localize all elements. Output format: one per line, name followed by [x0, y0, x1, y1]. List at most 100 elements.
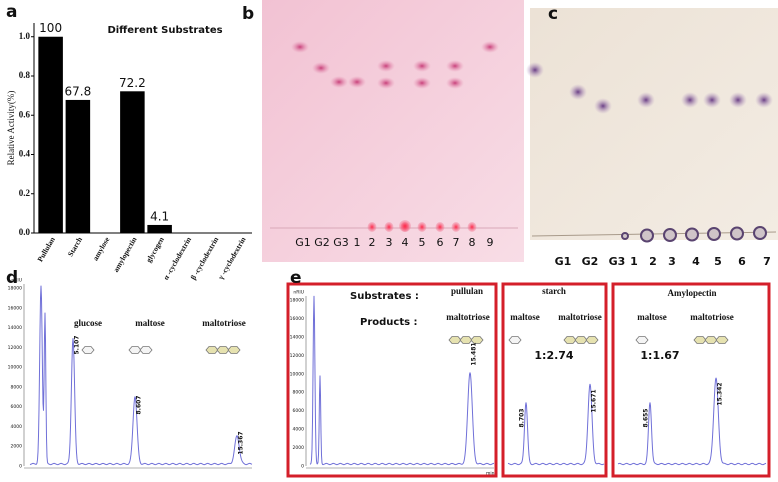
peak-label: 15.342 — [717, 382, 724, 405]
spot — [413, 77, 431, 89]
sugar-ring — [574, 336, 588, 344]
peak-label: 8.655 — [643, 409, 650, 428]
peak-label: 15.481 — [471, 342, 478, 365]
sugar-ring — [81, 346, 95, 354]
product-name: maltose — [510, 312, 540, 322]
value-label: 4.1 — [150, 209, 169, 223]
spot — [703, 92, 721, 108]
sugar-ring — [693, 336, 707, 344]
product-name: maltotriose — [690, 312, 733, 322]
sugar-ring — [128, 346, 142, 354]
group-box — [611, 282, 771, 478]
bar — [38, 36, 63, 234]
lane-label: G2 — [314, 236, 330, 249]
spot — [637, 92, 655, 108]
product-name: maltotriose — [446, 312, 489, 322]
y-tick-label: 6000 — [11, 404, 23, 410]
x-tick-label: α -cyclodextrin — [161, 235, 193, 282]
bar — [120, 91, 145, 233]
lane-label: 2 — [369, 236, 376, 249]
sugar-ring — [139, 346, 153, 354]
y-tick-label: 18000 — [290, 298, 304, 304]
sugar-ring — [508, 336, 522, 344]
peak-label: 8.703 — [519, 409, 526, 428]
group-box — [501, 282, 608, 478]
y-tick-label: 14000 — [290, 334, 304, 340]
y-tick-label: 14000 — [8, 325, 22, 331]
y-tick-label: 16000 — [290, 316, 304, 322]
origin-ring — [640, 228, 654, 243]
y-tick-label: 12000 — [290, 353, 304, 359]
peak-label: 5.107 — [74, 336, 81, 355]
spot — [413, 60, 431, 72]
x-tick-label: glycogen — [144, 235, 166, 264]
lane-label: G2 — [582, 255, 599, 268]
peak-label: 8.607 — [136, 396, 143, 415]
lane-label: 1 — [630, 255, 638, 268]
sugar-ring — [635, 336, 649, 344]
y-tick-label: 0.2 — [19, 188, 31, 198]
y-unit: nRIU — [293, 290, 304, 296]
panel-label: e — [290, 268, 302, 288]
compound-name: maltotriose — [202, 318, 245, 328]
x-tick-label: Starch — [66, 235, 85, 259]
lane-label: 2 — [649, 255, 657, 268]
lane-label: G3 — [609, 255, 626, 268]
y-tick-label: 2000 — [293, 445, 305, 451]
y-tick-label: 4000 — [293, 427, 305, 433]
trace — [309, 295, 494, 466]
y-tick-label: 8000 — [11, 384, 23, 390]
lane-label: 1 — [354, 236, 361, 249]
chart-title: Different Substrates — [107, 25, 222, 36]
spot — [348, 76, 366, 88]
origin-spot — [367, 222, 377, 232]
compound-name: glucose — [74, 318, 102, 328]
origin-spot — [435, 222, 445, 232]
origin-spot — [451, 222, 461, 232]
compound-name: maltose — [135, 318, 165, 328]
lane-label: G1 — [555, 255, 572, 268]
y-tick-label: 2000 — [11, 444, 23, 450]
y-tick-label: 1.0 — [19, 31, 31, 41]
sugar-ring — [470, 336, 484, 344]
lane-label: 5 — [714, 255, 722, 268]
product-name: maltose — [637, 312, 667, 322]
trace — [29, 285, 253, 466]
x-tick-label: γ -cyclodextrin — [216, 235, 248, 282]
origin-spot — [417, 222, 427, 232]
lane-label: G3 — [333, 236, 349, 249]
bar — [147, 224, 172, 233]
spot — [377, 60, 395, 72]
bar — [65, 99, 91, 234]
spot — [569, 84, 587, 100]
panel-label: a — [6, 2, 17, 22]
origin-ring — [685, 227, 699, 242]
lane-label: 6 — [738, 255, 746, 268]
trace — [617, 377, 767, 466]
sugar-ring — [704, 336, 718, 344]
y-tick-label: 0.6 — [19, 109, 31, 119]
y-tick-label: 18000 — [8, 286, 22, 292]
y-tick-label: 12000 — [8, 345, 22, 351]
origin-ring — [730, 226, 744, 241]
lane-label: 5 — [419, 236, 426, 249]
sugar-ring — [216, 346, 230, 354]
lane-label: 9 — [487, 236, 494, 249]
trace — [507, 383, 605, 466]
origin-spot — [384, 222, 394, 232]
lane-label: 8 — [469, 236, 476, 249]
y-tick-label: 0.0 — [19, 227, 31, 237]
peak-label: 15.367 — [238, 431, 245, 454]
origin-ring — [707, 227, 721, 241]
spot — [312, 62, 330, 74]
sugar-ring — [205, 346, 219, 354]
spot — [291, 41, 309, 53]
sugar-ring — [227, 346, 241, 354]
peak-label: 15.671 — [591, 389, 598, 412]
y-tick-label: 10000 — [8, 365, 22, 371]
sugar-ring — [563, 336, 577, 344]
lane-label: 7 — [453, 236, 460, 249]
spot — [330, 76, 348, 88]
